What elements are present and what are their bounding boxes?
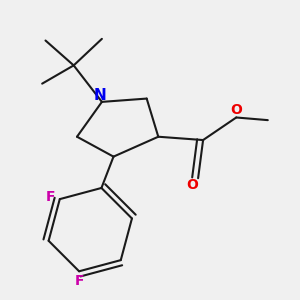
Text: F: F [74,274,84,288]
Text: O: O [230,103,242,117]
Text: N: N [94,88,106,104]
Text: O: O [186,178,198,192]
Text: F: F [46,190,55,205]
